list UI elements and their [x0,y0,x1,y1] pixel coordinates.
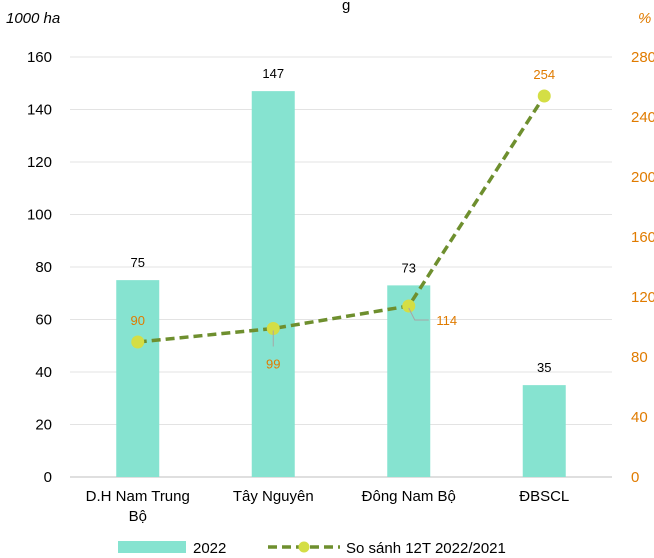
y-left-tick-label: 40 [35,364,52,381]
line-marker [402,299,416,313]
y-left-tick-label: 60 [35,312,52,329]
y-left-tick-label: 0 [44,469,52,486]
y-left-tick-label: 160 [27,49,52,66]
bar-value-label: 73 [402,260,416,275]
line-value-label: 99 [266,357,280,372]
y-right-tick-label: 0 [631,469,639,486]
legend-line-marker [298,541,310,553]
line-value-label: 90 [131,313,145,328]
label-leader-line [408,307,429,321]
y-left-tick-label: 80 [35,259,52,276]
bar-value-label: 35 [537,360,551,375]
y-right-tick-label: 40 [631,409,648,426]
bar [251,91,295,477]
line-series [131,89,551,349]
line-marker [131,335,145,349]
line-value-label: 254 [533,67,555,82]
y-left-tick-label: 100 [27,207,52,224]
line-marker [537,89,551,103]
x-tick-label: Bộ [129,508,147,525]
line-value-label: 114 [436,313,457,328]
y-left-tick-label: 120 [27,154,52,171]
legend-line-label: So sánh 12T 2022/2021 [346,540,506,557]
line-marker [266,322,280,335]
bar-value-label: 147 [262,66,284,81]
bar-series [116,91,566,477]
y-right-tick-label: 240 [631,109,654,126]
legend: 2022 So sánh 12T 2022/2021 [118,540,506,557]
y-right-unit-label: % [638,10,651,27]
y-left-tick-label: 140 [27,102,52,119]
chart-title: g [342,0,350,14]
bar-value-label: 75 [131,255,145,270]
y-right-tick-label: 280 [631,49,654,66]
y-left-unit-label: 1000 ha [6,10,60,27]
x-tick-label: D.H Nam Trung [86,488,190,505]
x-tick-label: ĐBSCL [519,488,569,505]
y-left-tick-label: 20 [35,417,52,434]
x-tick-label: Tây Nguyên [233,488,314,505]
y-right-tick-label: 80 [631,349,648,366]
y-right-tick-label: 120 [631,289,654,306]
axes: 0 20 40 60 80 100 120 140 160 0 40 80 120 160 200 240 28… [6,0,654,525]
bar [116,280,160,477]
line-path [137,95,546,344]
bar [387,285,431,477]
data-labels: 75 147 73 35 90 99 114 254 [131,66,556,375]
bar [522,385,566,477]
x-tick-label: Đông Nam Bộ [362,488,456,505]
y-right-tick-label: 200 [631,169,654,186]
y-right-tick-label: 160 [631,229,654,246]
legend-bar-swatch [118,541,186,553]
legend-bar-label: 2022 [193,540,226,557]
gridlines [70,56,612,478]
